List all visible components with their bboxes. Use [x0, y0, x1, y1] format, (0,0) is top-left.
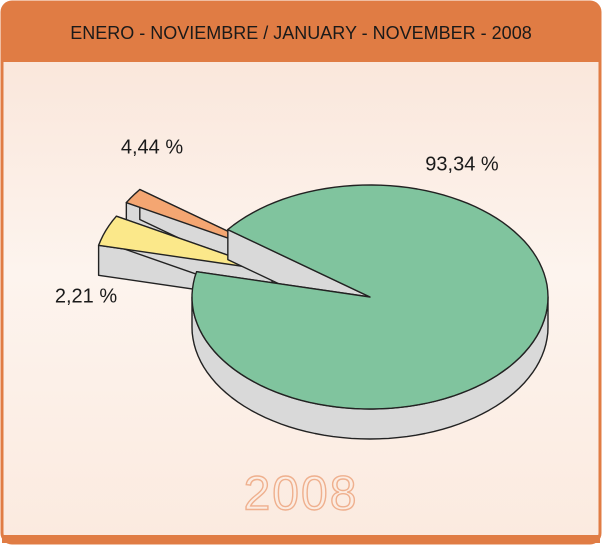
data-label: 4,44 %: [121, 136, 183, 158]
data-label: 2,21 %: [55, 285, 117, 307]
footer-bar: [2, 535, 600, 543]
header-bar: [2, 2, 600, 62]
watermark: 2008: [244, 468, 359, 521]
slice: [191, 184, 549, 410]
data-label: 93,34 %: [425, 153, 499, 175]
chart-title: ENERO - NOVIEMBRE / JANUARY - NOVEMBER -…: [70, 23, 531, 43]
